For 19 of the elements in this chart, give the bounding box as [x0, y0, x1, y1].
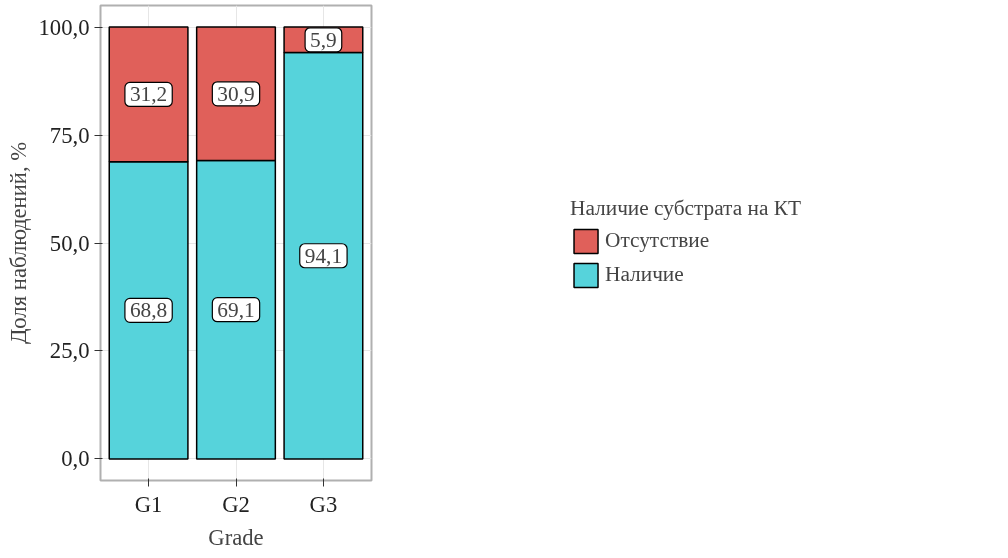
data-label: 69,1 — [217, 297, 255, 322]
x-tick-label: G1 — [134, 491, 163, 517]
y-tick-label: 50,0 — [49, 230, 90, 256]
data-label: 31,2 — [129, 82, 168, 107]
y-tick-label: 0,0 — [61, 446, 90, 472]
x-axis-title: Grade — [208, 524, 264, 550]
legend-title: Наличие субстрата на КТ — [570, 195, 801, 221]
legend-label: Отсутствие — [605, 228, 710, 253]
data-label: 5,9 — [310, 27, 337, 52]
y-tick-label: 100,0 — [38, 14, 90, 40]
data-label: 68,8 — [129, 298, 168, 323]
y-axis-title: Доля наблюдений, % — [5, 141, 31, 345]
legend-label: Наличие — [605, 262, 684, 287]
data-label: 30,9 — [217, 81, 255, 106]
y-tick-label: 75,0 — [49, 122, 90, 148]
x-tick-label: G2 — [222, 491, 250, 517]
y-tick-label: 25,0 — [49, 338, 90, 364]
x-tick-label: G3 — [309, 491, 338, 517]
data-label: 94,1 — [304, 243, 343, 268]
